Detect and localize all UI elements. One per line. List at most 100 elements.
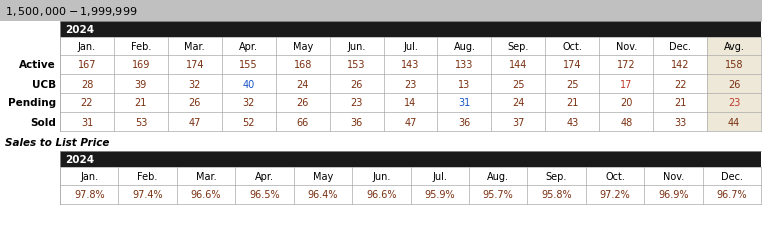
Text: 23: 23 bbox=[405, 79, 417, 89]
Text: 31: 31 bbox=[458, 98, 471, 108]
Bar bbox=[60, 152, 761, 167]
Text: 2024: 2024 bbox=[65, 25, 94, 35]
Text: Aug.: Aug. bbox=[453, 42, 475, 52]
Text: 142: 142 bbox=[671, 60, 690, 70]
Text: 40: 40 bbox=[242, 79, 255, 89]
Text: 43: 43 bbox=[566, 117, 578, 127]
Text: 26: 26 bbox=[728, 79, 740, 89]
Text: 32: 32 bbox=[189, 79, 201, 89]
Text: Jan.: Jan. bbox=[80, 171, 98, 181]
Text: $1,500,000 - $1,999,999: $1,500,000 - $1,999,999 bbox=[5, 4, 137, 18]
Text: Dec.: Dec. bbox=[721, 171, 743, 181]
Bar bbox=[707, 112, 761, 132]
Text: Jun.: Jun. bbox=[372, 171, 390, 181]
Text: Jul.: Jul. bbox=[403, 42, 418, 52]
Text: Mar.: Mar. bbox=[184, 42, 205, 52]
Text: 39: 39 bbox=[135, 79, 147, 89]
Text: 24: 24 bbox=[296, 79, 309, 89]
Text: Pending: Pending bbox=[8, 98, 56, 108]
Bar bbox=[707, 56, 761, 75]
Text: 167: 167 bbox=[78, 60, 96, 70]
Text: Dec.: Dec. bbox=[669, 42, 691, 52]
Bar bbox=[0, 0, 762, 22]
Text: May: May bbox=[312, 171, 333, 181]
Text: 26: 26 bbox=[351, 79, 363, 89]
Text: 96.4%: 96.4% bbox=[308, 190, 338, 200]
Text: 95.7%: 95.7% bbox=[483, 190, 514, 200]
Text: 52: 52 bbox=[242, 117, 255, 127]
Text: 21: 21 bbox=[674, 98, 687, 108]
Text: 37: 37 bbox=[512, 117, 524, 127]
Text: 36: 36 bbox=[458, 117, 471, 127]
Text: Aug.: Aug. bbox=[487, 171, 509, 181]
Text: 26: 26 bbox=[296, 98, 309, 108]
Text: Jan.: Jan. bbox=[78, 42, 96, 52]
Text: Sep.: Sep. bbox=[507, 42, 529, 52]
Text: Sold: Sold bbox=[30, 117, 56, 127]
Text: 97.2%: 97.2% bbox=[600, 190, 630, 200]
Text: 25: 25 bbox=[512, 79, 524, 89]
Text: 47: 47 bbox=[189, 117, 201, 127]
Text: 96.6%: 96.6% bbox=[190, 190, 221, 200]
Text: Sales to List Price: Sales to List Price bbox=[5, 138, 110, 147]
Text: 32: 32 bbox=[242, 98, 255, 108]
Text: 48: 48 bbox=[620, 117, 632, 127]
Text: 95.8%: 95.8% bbox=[541, 190, 572, 200]
Text: 25: 25 bbox=[566, 79, 578, 89]
Text: 95.9%: 95.9% bbox=[424, 190, 455, 200]
Text: Apr.: Apr. bbox=[255, 171, 274, 181]
Text: 23: 23 bbox=[351, 98, 363, 108]
Text: 33: 33 bbox=[674, 117, 687, 127]
Text: 53: 53 bbox=[135, 117, 147, 127]
Bar bbox=[60, 22, 761, 38]
Text: 20: 20 bbox=[620, 98, 632, 108]
Text: 174: 174 bbox=[186, 60, 204, 70]
Text: 97.8%: 97.8% bbox=[74, 190, 104, 200]
Text: 172: 172 bbox=[617, 60, 636, 70]
Bar bbox=[707, 75, 761, 94]
Text: May: May bbox=[293, 42, 312, 52]
Text: Feb.: Feb. bbox=[131, 42, 151, 52]
Text: 97.4%: 97.4% bbox=[133, 190, 163, 200]
Text: 21: 21 bbox=[566, 98, 578, 108]
Text: Avg.: Avg. bbox=[724, 42, 744, 52]
Text: Oct.: Oct. bbox=[562, 42, 582, 52]
Text: 28: 28 bbox=[81, 79, 93, 89]
Bar bbox=[707, 94, 761, 112]
Text: Apr.: Apr. bbox=[239, 42, 258, 52]
Bar bbox=[60, 38, 761, 56]
Text: 96.9%: 96.9% bbox=[658, 190, 689, 200]
Text: 155: 155 bbox=[239, 60, 258, 70]
Text: Jun.: Jun. bbox=[347, 42, 366, 52]
Text: 169: 169 bbox=[132, 60, 150, 70]
Text: 24: 24 bbox=[512, 98, 524, 108]
Text: 96.5%: 96.5% bbox=[249, 190, 280, 200]
Text: Oct.: Oct. bbox=[605, 171, 625, 181]
Text: 153: 153 bbox=[347, 60, 366, 70]
Text: 96.7%: 96.7% bbox=[716, 190, 747, 200]
Text: 31: 31 bbox=[81, 117, 93, 127]
Text: 143: 143 bbox=[402, 60, 420, 70]
Text: Nov.: Nov. bbox=[663, 171, 684, 181]
Text: Mar.: Mar. bbox=[196, 171, 216, 181]
Text: 36: 36 bbox=[351, 117, 363, 127]
Bar bbox=[707, 38, 761, 56]
Text: 13: 13 bbox=[458, 79, 471, 89]
Text: 47: 47 bbox=[405, 117, 417, 127]
Text: Nov.: Nov. bbox=[616, 42, 637, 52]
Text: Sep.: Sep. bbox=[546, 171, 567, 181]
Text: 144: 144 bbox=[509, 60, 527, 70]
Text: 22: 22 bbox=[674, 79, 687, 89]
Text: 2024: 2024 bbox=[65, 154, 94, 164]
Text: 26: 26 bbox=[189, 98, 201, 108]
Text: 23: 23 bbox=[728, 98, 740, 108]
Text: 174: 174 bbox=[563, 60, 581, 70]
Bar bbox=[60, 167, 761, 185]
Text: 22: 22 bbox=[81, 98, 93, 108]
Text: Active: Active bbox=[19, 60, 56, 70]
Text: 14: 14 bbox=[405, 98, 417, 108]
Text: 168: 168 bbox=[293, 60, 312, 70]
Text: 17: 17 bbox=[620, 79, 632, 89]
Text: 21: 21 bbox=[135, 98, 147, 108]
Text: 66: 66 bbox=[296, 117, 309, 127]
